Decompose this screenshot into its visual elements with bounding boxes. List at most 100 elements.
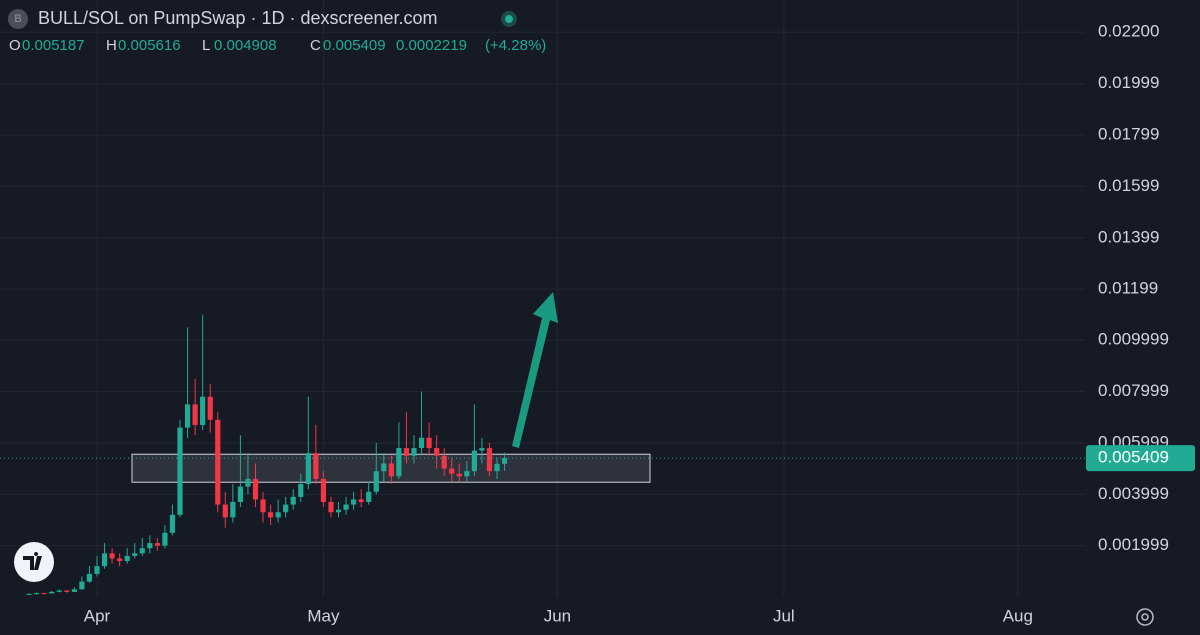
grid <box>0 0 1085 597</box>
candle-body <box>64 590 70 592</box>
candle-body <box>124 555 130 562</box>
candle-body <box>207 396 213 420</box>
candle-body <box>154 543 160 546</box>
ohlc-value: 0.005409 <box>323 37 386 54</box>
candle-body <box>260 499 266 513</box>
x-tick-label: Jun <box>544 606 571 625</box>
candle-body <box>290 496 296 505</box>
y-tick-label: 0.01999 <box>1098 73 1159 92</box>
candle-body <box>434 448 440 456</box>
candle-body <box>343 504 349 510</box>
x-tick-label: Apr <box>84 606 111 625</box>
status-dot <box>505 15 513 23</box>
ohlc-letter: O <box>9 37 21 54</box>
candle-body <box>230 501 236 518</box>
x-tick-label: Aug <box>1003 606 1033 625</box>
ohlc-value: 0.005616 <box>118 37 181 54</box>
candle-body <box>86 573 93 582</box>
candle-body <box>381 463 387 472</box>
settings-icon[interactable] <box>1136 608 1154 626</box>
arrow <box>512 292 558 448</box>
candle-body <box>501 458 508 464</box>
candle-body <box>411 448 417 456</box>
ohlc-value: 0.005187 <box>22 37 85 54</box>
candle-body <box>184 404 191 428</box>
candle-body <box>403 448 410 456</box>
x-tick-label: May <box>307 606 340 625</box>
candle-body <box>139 548 145 554</box>
candle-body <box>320 478 327 502</box>
candle-body <box>373 471 379 492</box>
candle-body <box>313 453 319 479</box>
y-tick-label: 0.003999 <box>1098 484 1169 503</box>
candle-body <box>305 453 311 485</box>
tv-logo-mark <box>23 552 42 570</box>
y-tick-label: 0.02200 <box>1098 22 1159 41</box>
candle-body <box>252 478 259 500</box>
candle-body <box>479 448 485 451</box>
candle-body <box>41 593 47 595</box>
candle-body <box>471 450 477 472</box>
candle-body <box>464 471 470 477</box>
y-tick-label: 0.01599 <box>1098 176 1159 195</box>
candle-body <box>177 427 183 515</box>
candle-body <box>366 491 372 502</box>
candle-body <box>71 589 77 592</box>
candle-body <box>192 404 198 425</box>
candle-body <box>117 558 123 562</box>
change-percent: (+4.28%) <box>485 37 546 54</box>
candle-body <box>101 553 108 567</box>
y-tick-label: 0.01399 <box>1098 227 1159 246</box>
chart-title: BULL/SOL on PumpSwap · 1D · dexscreener.… <box>38 8 438 28</box>
candle-body <box>94 566 100 574</box>
ohlc-letter: H <box>106 37 117 54</box>
candle-body <box>396 448 402 477</box>
candle-body <box>418 437 425 449</box>
candle-body <box>56 590 62 592</box>
y-tick-label: 0.01199 <box>1098 279 1158 298</box>
plot <box>0 314 1085 595</box>
candle-body <box>34 593 40 595</box>
candle-body <box>298 484 304 497</box>
change-value: 0.0002219 <box>396 37 467 54</box>
candle-body <box>132 553 138 556</box>
y-tick-label: 0.001999 <box>1098 535 1169 554</box>
candle-body <box>162 532 168 546</box>
candle-body <box>335 509 342 513</box>
ohlc-letter: C <box>310 37 321 54</box>
candle-body <box>169 514 176 533</box>
candle-body <box>275 512 281 518</box>
candle-body <box>283 504 289 513</box>
candle-body <box>222 504 228 518</box>
symbol-icon <box>8 9 28 29</box>
last-price-box <box>1086 445 1195 472</box>
ohlc-letter: L <box>202 37 210 54</box>
candle-body <box>449 468 455 474</box>
candle-body <box>351 499 357 505</box>
candle-body <box>109 553 115 559</box>
last-price-label: 0.005409 <box>1098 448 1169 467</box>
candle-body <box>79 581 85 590</box>
candle-body <box>26 593 32 595</box>
candle-body <box>215 419 221 505</box>
candle-body <box>237 486 243 502</box>
candle-body <box>426 437 432 449</box>
candle-body <box>245 478 251 487</box>
candle-body <box>494 463 500 472</box>
ohlc-value: 0.004908 <box>214 37 277 54</box>
candle-body <box>441 455 447 469</box>
candle-body <box>49 591 55 594</box>
candle-body <box>328 501 334 513</box>
candle-body <box>200 396 206 425</box>
candle-body <box>486 448 493 472</box>
symbol-letter: B <box>14 13 21 25</box>
candle-body <box>267 512 274 518</box>
y-tick-label: 0.007999 <box>1098 381 1169 400</box>
candle-body <box>456 473 462 477</box>
candle-body <box>358 499 364 502</box>
candle-body <box>147 543 153 549</box>
y-tick-label: 0.009999 <box>1098 330 1169 349</box>
x-tick-label: Jul <box>773 606 795 625</box>
y-tick-label: 0.01799 <box>1098 125 1159 144</box>
